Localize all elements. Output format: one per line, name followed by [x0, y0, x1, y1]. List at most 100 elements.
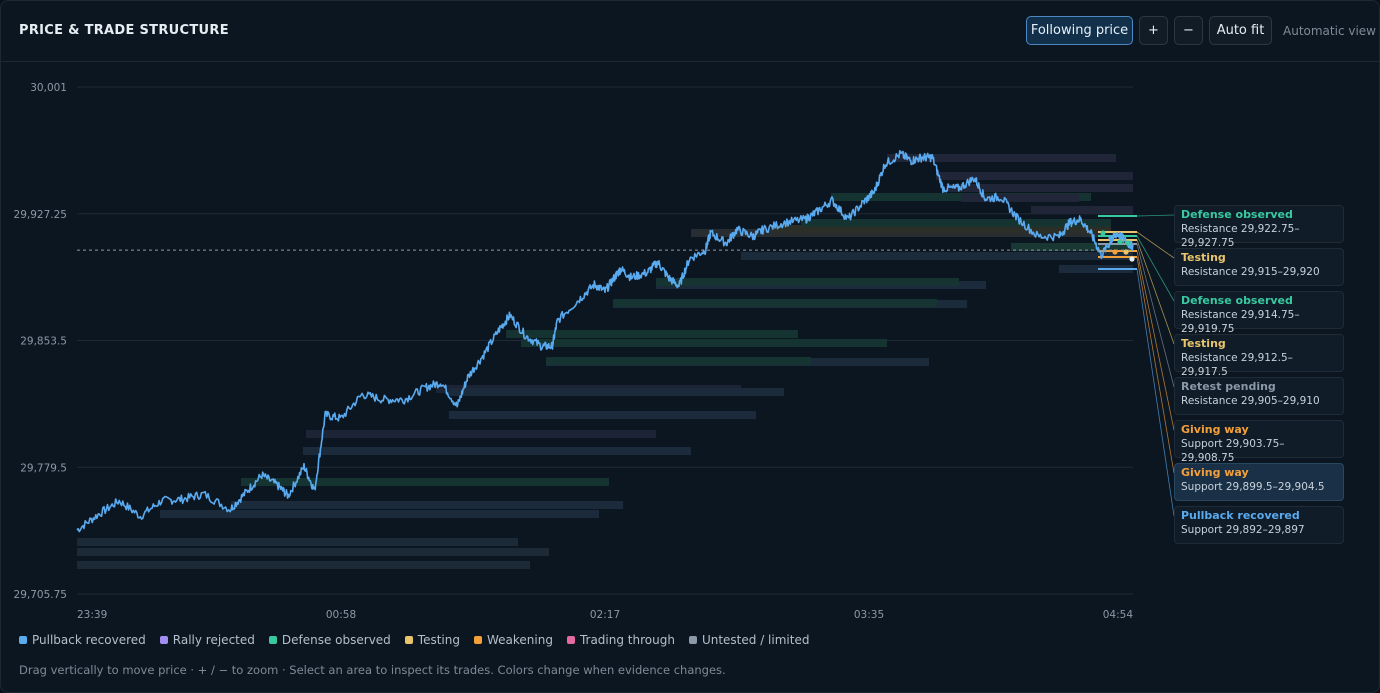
structure-band: [771, 225, 1111, 233]
structure-band: [241, 478, 609, 486]
legend-item: Rally rejected: [159, 633, 255, 647]
structure-band: [801, 219, 1111, 227]
zone-status: Pullback recovered: [1181, 509, 1300, 522]
zone-marker-dot: [1108, 235, 1114, 241]
zone-connector: [1136, 268, 1175, 517]
structure-band: [77, 548, 549, 556]
structure-band: [1031, 206, 1133, 214]
zone-status: Giving way: [1181, 466, 1249, 479]
x-tick-label: 03:35: [854, 609, 884, 621]
structure-band: [521, 339, 887, 347]
panel-title: PRICE & TRADE STRUCTURE: [19, 23, 229, 38]
structure-band: [77, 561, 530, 569]
legend-item: Untested / limited: [688, 633, 810, 647]
x-tick-label: 00:58: [326, 609, 356, 621]
chart-legend: Pullback recovered Rally rejected Defense …: [19, 633, 809, 647]
x-tick-label: 04:54: [1103, 609, 1134, 621]
zone-card[interactable]: Testing Resistance 29,915–29,920: [1174, 248, 1344, 286]
zone-range: Support 29,892–29,897: [1181, 524, 1305, 536]
legend-swatch: [159, 636, 168, 644]
zone-connector: [1136, 214, 1175, 217]
zone-card[interactable]: Defense observed Resistance 29,922.75–29,…: [1174, 205, 1344, 249]
zone-range: Resistance 29,905–29,910: [1181, 395, 1320, 407]
structure-band: [1011, 243, 1133, 251]
structure-band: [946, 184, 1133, 192]
y-tick-label: 29,705.75: [14, 589, 67, 601]
zone-marker-dot: [1125, 240, 1131, 246]
legend-label: Trading through: [579, 633, 675, 647]
legend-label: Defense observed: [281, 633, 391, 647]
x-axis-ticks: 23:39 00:58 02:17 03:35 04:54: [77, 609, 1133, 621]
legend-label: Rally rejected: [172, 633, 255, 647]
auto-fit-button[interactable]: Auto fit: [1209, 16, 1272, 45]
y-tick-label: 29,779.5: [20, 462, 67, 474]
zone-range: Resistance 29,912.5–29,917.5: [1181, 352, 1293, 378]
trade-structure-bands: [77, 154, 1133, 569]
zone-range: Support 29,903.75–29,908.75: [1181, 438, 1285, 464]
structure-band: [741, 252, 1133, 260]
structure-band: [936, 172, 1133, 180]
legend-swatch: [268, 636, 277, 644]
zone-range: Resistance 29,914.75–29,919.75: [1181, 309, 1300, 335]
zone-status: Retest pending: [1181, 380, 1276, 393]
zone-card[interactable]: Retest pending Resistance 29,905–29,910: [1174, 377, 1344, 415]
price-chart[interactable]: 30,001 29,927.25 29,853.5 29,779.5 29,705.75…: [1, 1, 1379, 626]
zoom-out-button[interactable]: −: [1174, 16, 1203, 45]
x-tick-label: 02:17: [590, 609, 620, 621]
zone-card[interactable]: Pullback recovered Support 29,892–29,897: [1174, 506, 1344, 544]
structure-band: [961, 194, 1079, 202]
structure-band: [1059, 265, 1133, 273]
zone-marker-dot: [1129, 256, 1135, 262]
price-line-series: [76, 150, 1134, 533]
legend-swatch: [566, 636, 575, 644]
legend-swatch: [404, 636, 413, 644]
legend-item: Defense observed: [268, 633, 391, 647]
y-axis-ticks: 30,001 29,927.25 29,853.5 29,779.5 29,705.75: [14, 82, 67, 601]
zoom-in-button[interactable]: +: [1139, 16, 1168, 45]
zone-connectors: [1136, 214, 1175, 517]
zone-connector: [1136, 239, 1175, 345]
legend-item: Trading through: [566, 633, 675, 647]
x-tick-label: 23:39: [77, 609, 107, 621]
structure-band: [77, 538, 518, 546]
zone-status: Testing: [1181, 251, 1226, 264]
legend-label: Weakening: [486, 633, 553, 647]
automatic-view-label: Automatic view: [1283, 24, 1376, 38]
chart-instructions: Drag vertically to move price · + / − to…: [19, 663, 726, 677]
zone-status: Defense observed: [1181, 294, 1293, 307]
structure-band: [506, 330, 798, 338]
zone-card[interactable]: Testing Resistance 29,912.5–29,917.5: [1174, 334, 1344, 378]
zone-card[interactable]: Giving way Support 29,899.5–29,904.5: [1174, 463, 1344, 501]
structure-band: [449, 388, 784, 396]
zone-card[interactable]: Defense observed Resistance 29,914.75–29,…: [1174, 291, 1344, 335]
y-tick-label: 30,001: [30, 82, 67, 94]
structure-band: [231, 501, 623, 509]
legend-label: Untested / limited: [701, 633, 810, 647]
zone-marker-dot: [1100, 230, 1106, 236]
legend-swatch: [473, 636, 482, 644]
zone-status: Testing: [1181, 337, 1226, 350]
structure-band: [306, 430, 656, 438]
zone-connector: [1136, 250, 1175, 431]
legend-swatch: [19, 636, 27, 644]
zone-markers: [1100, 230, 1135, 262]
zone-status: Defense observed: [1181, 208, 1293, 221]
following-price-button[interactable]: Following price: [1026, 16, 1133, 45]
zone-status: Giving way: [1181, 423, 1249, 436]
legend-swatch: [688, 636, 697, 644]
legend-label: Testing: [417, 633, 460, 647]
structure-band: [449, 411, 756, 419]
y-tick-label: 29,927.25: [14, 209, 67, 221]
legend-label: Pullback recovered: [32, 633, 146, 647]
structure-band: [613, 299, 937, 307]
zone-connector: [1136, 235, 1175, 302]
zone-card[interactable]: Giving way Support 29,903.75–29,908.75: [1174, 420, 1344, 464]
zone-connector: [1136, 231, 1175, 259]
legend-item: Testing: [404, 633, 460, 647]
structure-band: [546, 357, 811, 365]
legend-item: Weakening: [473, 633, 553, 647]
structure-band: [887, 154, 1116, 162]
zone-marker-dot: [1123, 249, 1129, 255]
zone-range: Resistance 29,922.75–29,927.75: [1181, 223, 1300, 249]
